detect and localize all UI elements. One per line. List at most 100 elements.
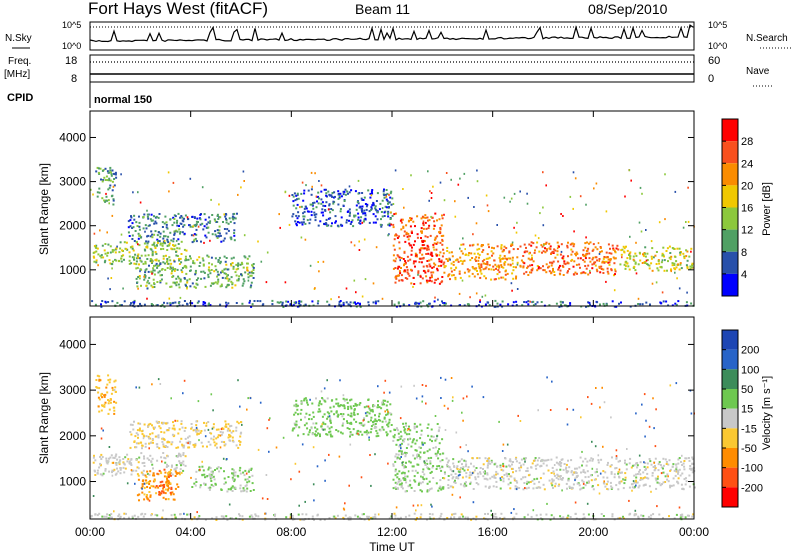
- data-cell: [98, 466, 101, 469]
- data-cell: [108, 408, 111, 411]
- data-cell: [217, 273, 220, 276]
- data-cell: [553, 271, 556, 273]
- data-cell: [287, 300, 290, 303]
- data-cell: [428, 516, 431, 519]
- data-cell: [232, 440, 235, 443]
- data-cell: [430, 197, 433, 199]
- data-cell: [279, 226, 281, 229]
- data-cell: [503, 245, 506, 248]
- data-cell: [691, 262, 694, 265]
- data-cell: [96, 469, 99, 472]
- data-cell: [555, 456, 558, 459]
- data-cell: [380, 407, 383, 410]
- data-cell: [665, 300, 668, 303]
- data-cell: [675, 303, 678, 306]
- data-cell: [218, 203, 220, 206]
- data-cell: [670, 270, 672, 273]
- data-cell: [471, 244, 474, 247]
- data-cell: [432, 447, 435, 449]
- data-cell: [651, 474, 654, 477]
- data-cell: [313, 201, 316, 204]
- power-panel-frame: [89, 110, 695, 307]
- data-cell: [193, 262, 196, 265]
- data-cell: [529, 271, 531, 274]
- data-cell: [489, 462, 492, 465]
- data-cell: [552, 267, 554, 270]
- data-cell: [419, 437, 422, 440]
- data-cell: [162, 230, 165, 233]
- data-cell: [291, 215, 294, 218]
- data-cell: [552, 486, 554, 489]
- data-cell: [546, 502, 548, 505]
- data-cell: [158, 270, 161, 273]
- data-cell: [151, 253, 154, 256]
- data-cell: [374, 300, 377, 303]
- data-cell: [479, 269, 482, 272]
- data-cell: [441, 300, 443, 303]
- data-cell: [457, 474, 460, 477]
- data-cell: [131, 227, 134, 229]
- data-cell: [151, 271, 154, 274]
- data-cell: [317, 410, 320, 413]
- data-cell: [150, 485, 153, 488]
- data-cell: [430, 271, 433, 274]
- data-cell: [143, 457, 146, 460]
- data-cell: [278, 301, 281, 304]
- data-cell: [486, 253, 489, 256]
- data-cell: [658, 482, 661, 485]
- data-cell: [360, 197, 363, 200]
- data-cell: [330, 410, 333, 413]
- data-cell: [154, 247, 157, 249]
- data-cell: [677, 462, 680, 465]
- y-tick-label: 2000: [59, 429, 86, 443]
- data-cell: [317, 261, 319, 263]
- data-cell: [180, 420, 183, 423]
- data-cell: [234, 474, 237, 477]
- data-cell: [639, 477, 642, 479]
- data-cell: [358, 403, 361, 406]
- data-cell: [443, 302, 446, 304]
- data-cell: [177, 238, 180, 241]
- data-cell: [244, 271, 247, 274]
- data-cell: [110, 195, 113, 198]
- data-cell: [187, 446, 190, 449]
- data-cell: [155, 420, 158, 423]
- data-cell: [101, 474, 104, 477]
- data-cell: [146, 287, 149, 290]
- data-cell: [219, 434, 222, 437]
- data-cell: [633, 474, 636, 477]
- data-cell: [444, 378, 447, 381]
- data-cell: [456, 465, 459, 468]
- data-cell: [503, 255, 506, 257]
- power-panel-ylabel: Slant Range [km]: [37, 163, 51, 255]
- data-cell: [557, 260, 560, 263]
- data-cell: [623, 250, 626, 253]
- data-cell: [97, 405, 100, 408]
- data-cell: [551, 478, 554, 481]
- data-cell: [574, 479, 576, 482]
- data-cell: [103, 405, 106, 408]
- data-cell: [100, 305, 103, 308]
- data-cell: [144, 260, 147, 263]
- data-cell: [669, 484, 672, 487]
- data-cell: [559, 475, 561, 478]
- data-cell: [355, 305, 358, 308]
- data-cell: [223, 213, 225, 216]
- data-cell: [504, 457, 507, 460]
- data-cell: [373, 420, 376, 423]
- data-cell: [431, 440, 433, 443]
- data-cell: [129, 446, 132, 449]
- data-cell: [180, 437, 183, 440]
- data-cell: [160, 472, 163, 475]
- data-cell: [366, 411, 369, 414]
- data-cell: [222, 221, 224, 223]
- data-cell: [214, 469, 216, 471]
- data-cell: [431, 466, 434, 469]
- data-cell: [574, 271, 577, 274]
- data-cell: [330, 426, 333, 429]
- data-cell: [413, 427, 416, 430]
- data-cell: [420, 257, 423, 260]
- data-cell: [558, 463, 561, 466]
- data-cell: [175, 250, 177, 253]
